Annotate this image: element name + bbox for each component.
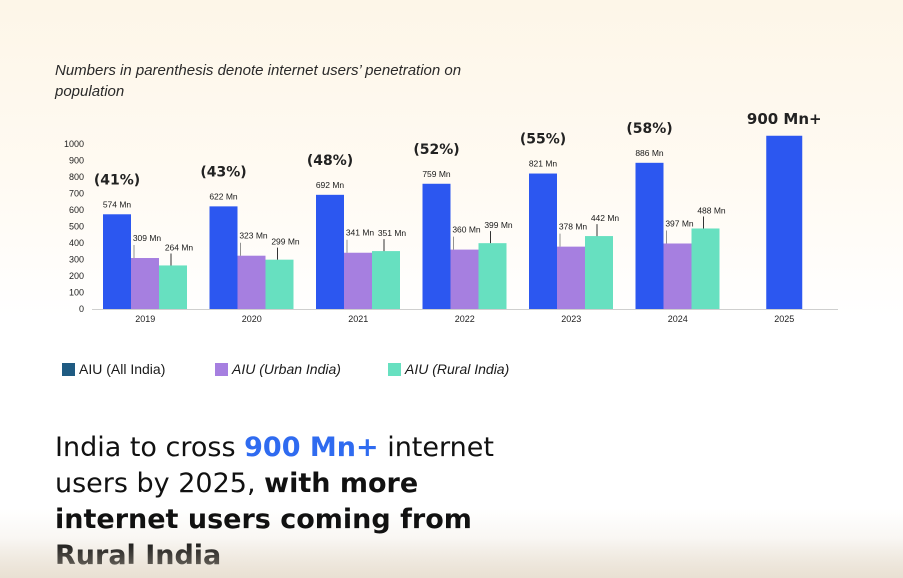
data-label-urban-india: 378 Mn bbox=[559, 222, 588, 232]
data-label-urban-india: 341 Mn bbox=[346, 228, 375, 238]
data-label-rural-india: 264 Mn bbox=[165, 242, 194, 252]
bar-all-india bbox=[316, 194, 344, 309]
y-tick-label: 100 bbox=[69, 288, 84, 298]
data-label-all-india: 622 Mn bbox=[209, 191, 238, 201]
data-label-all-india: 821 Mn bbox=[529, 159, 558, 169]
bar-rural-india bbox=[265, 259, 294, 309]
bar-all-india bbox=[422, 183, 451, 309]
bar-all-india bbox=[635, 162, 664, 309]
legend-swatch-all-india bbox=[62, 362, 75, 376]
penetration-label: (52%) bbox=[413, 142, 459, 158]
legend-item-all-india: AIU (All India) bbox=[62, 361, 165, 377]
data-label-all-india: 900 Mn+ bbox=[747, 110, 822, 128]
bar-urban-india bbox=[344, 252, 372, 309]
bar-rural-india bbox=[159, 265, 187, 309]
legend-item-urban-india: AIU (Urban India) bbox=[215, 361, 341, 377]
x-tick-label: 2025 bbox=[774, 314, 794, 324]
legend-swatch-rural-india bbox=[388, 362, 401, 376]
data-label-rural-india: 299 Mn bbox=[271, 237, 300, 247]
penetration-label: (55%) bbox=[520, 132, 566, 148]
legend-label-all-india: AIU (All India) bbox=[79, 361, 166, 377]
data-label-urban-india: 397 Mn bbox=[665, 218, 694, 228]
data-label-all-india: 759 Mn bbox=[422, 169, 451, 179]
x-tick-label: 2023 bbox=[561, 314, 581, 324]
bar-all-india bbox=[103, 214, 131, 309]
bar-rural-india bbox=[691, 228, 720, 309]
bar-urban-india bbox=[663, 243, 692, 309]
y-tick-label: 400 bbox=[69, 238, 84, 248]
y-tick-label: 0 bbox=[79, 304, 84, 314]
x-tick-label: 2024 bbox=[668, 314, 688, 324]
data-label-urban-india: 309 Mn bbox=[133, 233, 162, 243]
penetration-label: (58%) bbox=[626, 121, 672, 137]
headline-accent: 900 Mn+ bbox=[244, 432, 379, 463]
y-tick-label: 800 bbox=[69, 172, 84, 182]
bar-rural-india bbox=[478, 243, 507, 309]
data-label-urban-india: 323 Mn bbox=[239, 231, 268, 241]
bar-rural-india bbox=[372, 251, 400, 309]
data-label-rural-india: 442 Mn bbox=[591, 213, 620, 223]
data-label-all-india: 574 Mn bbox=[103, 199, 132, 209]
y-tick-label: 500 bbox=[69, 222, 84, 232]
background-image-fade bbox=[0, 538, 903, 578]
data-label-rural-india: 399 Mn bbox=[484, 220, 513, 230]
x-tick-label: 2021 bbox=[348, 314, 368, 324]
bar-all-india bbox=[766, 135, 803, 309]
bar-all-india bbox=[529, 173, 557, 309]
headline-part1: India to cross bbox=[55, 432, 245, 463]
bar-rural-india bbox=[585, 236, 613, 309]
legend-swatch-urban-india bbox=[215, 362, 228, 376]
chart-note: Numbers in parenthesis denote internet u… bbox=[55, 62, 462, 100]
bar-urban-india bbox=[450, 249, 479, 309]
bar-urban-india bbox=[131, 258, 159, 309]
data-label-urban-india: 360 Mn bbox=[452, 225, 481, 235]
y-tick-label: 200 bbox=[69, 271, 84, 281]
x-tick-label: 2020 bbox=[242, 314, 262, 324]
data-label-rural-india: 351 Mn bbox=[378, 228, 407, 238]
data-label-all-india: 692 Mn bbox=[316, 180, 345, 190]
bar-chart: 0 100 200 300 400 500 600 700 800 900 1000 574 Mn (4… bbox=[64, 110, 838, 324]
data-label-all-india: 886 Mn bbox=[635, 148, 664, 158]
penetration-label: (48%) bbox=[307, 153, 353, 169]
legend-item-rural-india: AIU (Rural India) bbox=[388, 361, 509, 377]
legend-label-rural-india: AIU (Rural India) bbox=[405, 361, 510, 377]
bar-all-india bbox=[209, 206, 238, 309]
penetration-label: (43%) bbox=[200, 164, 246, 180]
headline-part2: internet users by 2025, bbox=[55, 432, 494, 499]
x-tick-label: 2019 bbox=[135, 314, 155, 324]
bar-urban-india bbox=[237, 255, 266, 309]
y-tick-label: 600 bbox=[69, 205, 84, 215]
y-tick-label: 900 bbox=[69, 156, 84, 166]
data-label-rural-india: 488 Mn bbox=[697, 205, 726, 215]
x-tick-label: 2022 bbox=[455, 314, 475, 324]
bar-urban-india bbox=[557, 246, 585, 309]
penetration-label: (41%) bbox=[94, 172, 140, 188]
y-tick-label: 300 bbox=[69, 255, 84, 265]
y-tick-label: 1000 bbox=[64, 139, 84, 149]
y-tick-label: 700 bbox=[69, 189, 84, 199]
legend-label-urban-india: AIU (Urban India) bbox=[232, 361, 341, 377]
